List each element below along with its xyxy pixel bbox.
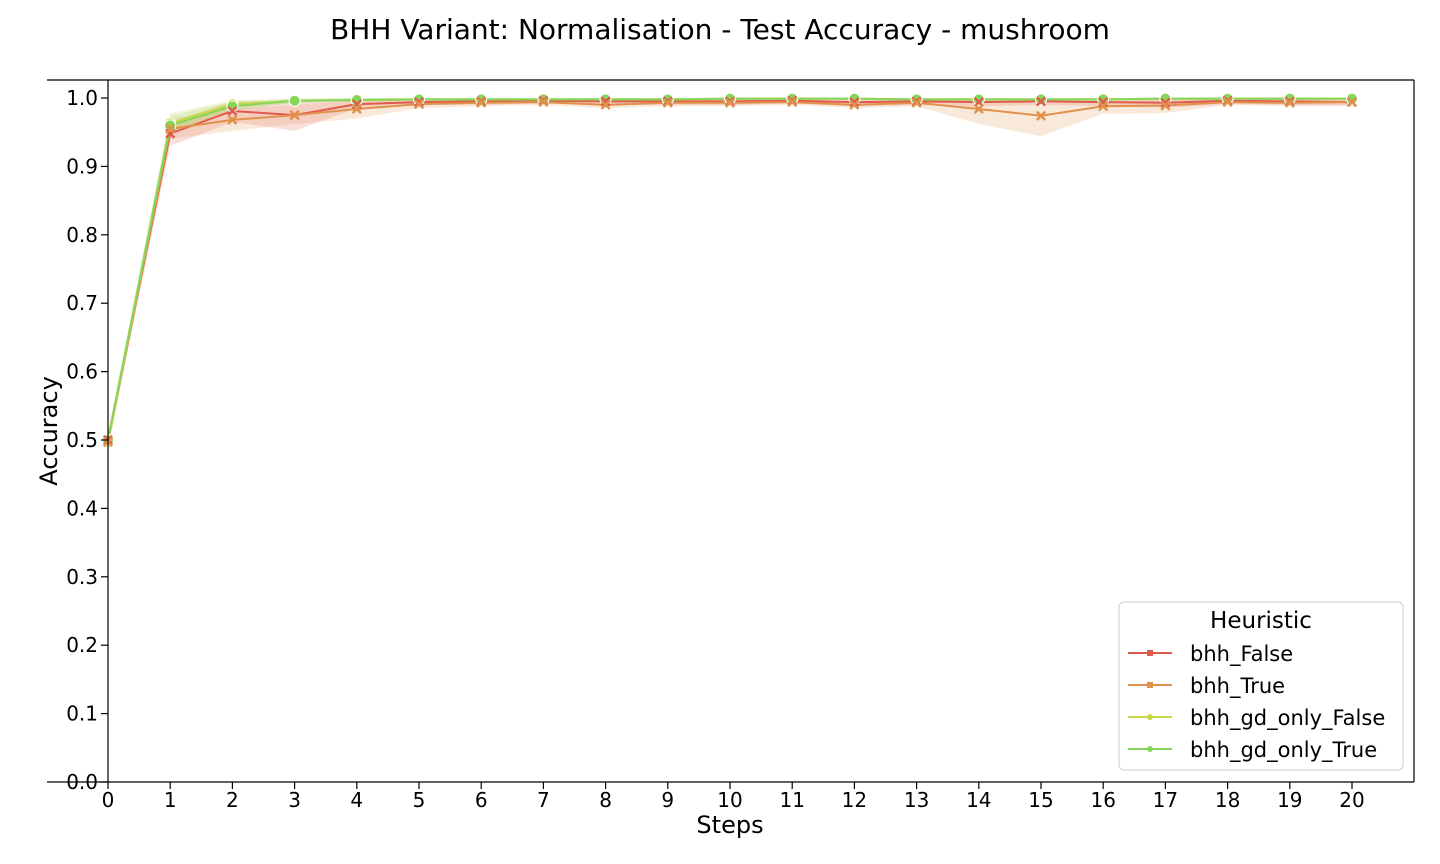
y-tick-label: 0.5 — [66, 428, 98, 452]
point-bhh-true — [1160, 100, 1171, 111]
y-tick-label: 0.1 — [66, 702, 98, 726]
x-tick-label: 6 — [475, 788, 488, 812]
x-tick-label: 19 — [1277, 788, 1302, 812]
x-tick-label: 12 — [842, 788, 867, 812]
x-tick-label: 11 — [779, 788, 804, 812]
point-bhh-true — [289, 110, 300, 121]
point-bhh-true — [724, 97, 736, 108]
point-bhh-true — [662, 97, 673, 108]
point-bhh-gd-only-true — [1346, 92, 1358, 105]
point-bhh-gd-only-true — [972, 93, 985, 106]
y-ticks: 0.0 0.1 0.2 0.3 0.4 0.5 0.6 0.7 0.8 0.9 1.0 — [66, 86, 108, 794]
line-bhh-gd-only-false — [107, 97, 1352, 443]
point-bhh-false — [1160, 97, 1171, 108]
point-bhh-false — [600, 96, 611, 107]
point-bhh-true — [351, 103, 362, 114]
point-bhh-gd-only-true — [910, 93, 923, 106]
point-bhh-gd-only-true — [786, 92, 799, 105]
series-lines — [107, 97, 1353, 443]
y-tick-label: 0.2 — [66, 633, 98, 657]
y-tick-label: 0.0 — [66, 770, 98, 794]
line-bhh-true — [107, 101, 1353, 443]
x-tick-label: 16 — [1090, 788, 1115, 812]
legend-marker-bhh-gd-only-false — [1147, 714, 1153, 720]
point-bhh-true — [1284, 97, 1295, 108]
legend-label-bhh-true: bhh_True — [1190, 674, 1285, 699]
y-tick-label: 0.7 — [66, 291, 98, 315]
line-bhh-false — [107, 99, 1353, 441]
x-tick-label: 10 — [717, 788, 742, 812]
x-tick-label: 3 — [288, 788, 301, 812]
point-bhh-true — [413, 99, 425, 110]
point-bhh-true — [911, 97, 922, 108]
y-tick-label: 0.8 — [66, 223, 98, 247]
legend-marker-bhh-gd-only-true — [1147, 746, 1153, 752]
point-bhh-true — [600, 99, 611, 110]
point-bhh-gd-only-true — [288, 94, 301, 107]
y-axis-label: Accuracy — [35, 376, 63, 486]
x-tick-label: 7 — [537, 788, 550, 812]
point-bhh-true — [787, 97, 798, 108]
x-tick-label: 14 — [966, 788, 991, 812]
x-tick-label: 1 — [164, 788, 177, 812]
point-bhh-true — [476, 97, 487, 108]
x-tick-label: 13 — [904, 788, 929, 812]
point-bhh-gd-only-true — [164, 119, 177, 132]
point-bhh-true — [849, 99, 860, 110]
legend-label-bhh-false: bhh_False — [1190, 642, 1293, 667]
y-tick-label: 0.6 — [66, 360, 98, 384]
point-bhh-false — [413, 97, 425, 108]
legend-label-bhh-gd-only-false: bhh_gd_only_False — [1190, 706, 1385, 731]
x-axis-label: Steps — [696, 811, 763, 839]
x-tick-label: 20 — [1339, 788, 1364, 812]
point-bhh-true — [1035, 110, 1047, 121]
x-tick-label: 5 — [413, 788, 426, 812]
point-bhh-gd-only-true — [1035, 93, 1047, 106]
point-bhh-true — [538, 97, 549, 108]
point-bhh-true — [973, 103, 984, 114]
x-tick-label: 0 — [102, 788, 115, 812]
point-bhh-false — [849, 97, 860, 108]
legend-label-bhh-gd-only-true: bhh_gd_only_True — [1190, 738, 1377, 763]
x-tick-label: 9 — [661, 788, 674, 812]
x-tick-label: 18 — [1215, 788, 1240, 812]
x-tick-label: 8 — [599, 788, 612, 812]
point-bhh-gd-only-true — [475, 93, 488, 106]
point-bhh-gd-only-true — [1221, 92, 1234, 105]
band-bhh-gd-only-true — [108, 98, 1352, 447]
point-bhh-true — [165, 123, 176, 134]
point-bhh-true — [1222, 97, 1233, 108]
x-tick-label: 17 — [1153, 788, 1178, 812]
legend: Heuristic bhh_False bhh_True bhh_gd_only_F… — [1118, 601, 1404, 771]
legend-box — [1118, 601, 1404, 771]
point-bhh-gd-only-true — [661, 93, 674, 106]
legend-marker-bhh-true — [1147, 682, 1153, 688]
legend-marker-bhh-false — [1147, 650, 1153, 656]
legend-title: Heuristic — [1210, 608, 1312, 634]
chart-title: BHH Variant: Normalisation - Test Accura… — [330, 13, 1110, 46]
band-bhh-false — [108, 98, 1352, 447]
y-tick-label: 0.9 — [66, 154, 98, 178]
confidence-bands — [108, 98, 1352, 449]
point-bhh-false — [227, 105, 238, 117]
x-ticks: 0 1 2 3 4 5 6 7 8 9 10 11 12 13 14 15 16 17 18 19 20 — [102, 782, 1365, 812]
legend-items: bhh_False bhh_True bhh_gd_only_False bhh_gd… — [1128, 642, 1385, 763]
band-bhh-true — [108, 99, 1352, 449]
point-bhh-true — [1346, 97, 1358, 108]
x-tick-label: 15 — [1028, 788, 1053, 812]
line-bhh-gd-only-true — [107, 97, 1352, 441]
x-tick-label: 4 — [350, 788, 363, 812]
point-bhh-true — [1098, 101, 1109, 112]
point-bhh-true — [227, 114, 238, 125]
y-tick-label: 0.3 — [66, 565, 98, 589]
y-tick-label: 0.4 — [66, 496, 98, 520]
y-tick-label: 1.0 — [66, 86, 98, 110]
series-markers — [102, 92, 1358, 449]
x-tick-label: 2 — [226, 788, 239, 812]
point-bhh-false — [1035, 96, 1047, 107]
band-bhh-gd-only-false — [108, 98, 1352, 449]
